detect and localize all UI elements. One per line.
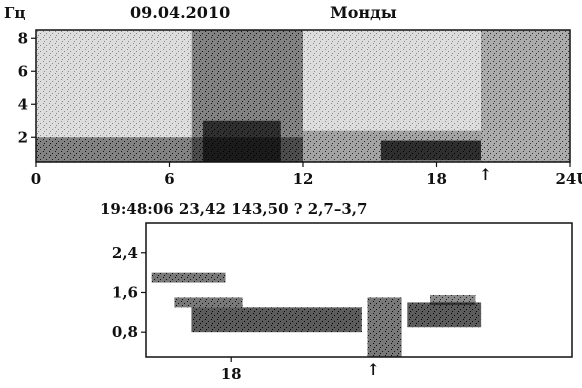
y-axis-inset: 0,8 1,6 2,4 bbox=[112, 244, 146, 341]
station-name: Монды bbox=[330, 3, 397, 22]
panel-main: Гц 09.04.2010 Монды 2 4 6 8 0 6 12 18 24UT ↑ bbox=[4, 3, 582, 188]
y-tick-label: 8 bbox=[18, 29, 28, 47]
marker-arrow-main: ↑ bbox=[479, 165, 492, 184]
y-axis-main: 2 4 6 8 bbox=[18, 29, 36, 146]
y-tick-label: 0,8 bbox=[112, 323, 138, 341]
x-tick-label: 6 bbox=[164, 170, 174, 188]
x-tick-label: 18 bbox=[221, 365, 242, 383]
spectrogram-inset-intensity bbox=[151, 272, 482, 357]
y-tick-label: 4 bbox=[18, 95, 28, 113]
y-tick-label: 2,4 bbox=[112, 244, 138, 262]
intensity-texture bbox=[481, 30, 570, 162]
y-unit-label: Гц bbox=[4, 4, 25, 22]
x-axis-main: 0 6 12 18 24UT bbox=[31, 162, 582, 188]
intensity-texture bbox=[367, 297, 402, 357]
event-info: 19:48:06 23,42 143,50 ? 2,7–3,7 bbox=[100, 200, 367, 218]
y-tick-label: 2 bbox=[18, 128, 28, 146]
intensity-texture bbox=[202, 120, 281, 162]
x-tick-label: 18 bbox=[426, 170, 447, 188]
y-tick-label: 1,6 bbox=[112, 283, 138, 301]
marker-arrow-inset: ↑ bbox=[366, 360, 379, 379]
intensity-texture bbox=[191, 307, 362, 333]
spectrogram-main-intensity bbox=[36, 30, 570, 162]
spectrogram-inset-frame bbox=[145, 222, 573, 358]
intensity-texture bbox=[430, 294, 476, 305]
x-tick-label: 24UT bbox=[555, 170, 582, 188]
x-axis-inset: 18 bbox=[221, 357, 242, 383]
intensity-texture bbox=[174, 297, 243, 308]
x-tick-label: 0 bbox=[31, 170, 41, 188]
x-tick-label: 12 bbox=[293, 170, 314, 188]
intensity-texture bbox=[303, 130, 481, 162]
intensity-texture bbox=[407, 302, 482, 328]
intensity-texture bbox=[151, 272, 226, 283]
chart-date: 09.04.2010 bbox=[130, 3, 230, 22]
panel-inset: 19:48:06 23,42 143,50 ? 2,7–3,7 0,8 1,6 2,… bbox=[100, 200, 573, 383]
spectrogram-inset-background bbox=[146, 223, 572, 357]
y-tick-label: 6 bbox=[18, 62, 28, 80]
